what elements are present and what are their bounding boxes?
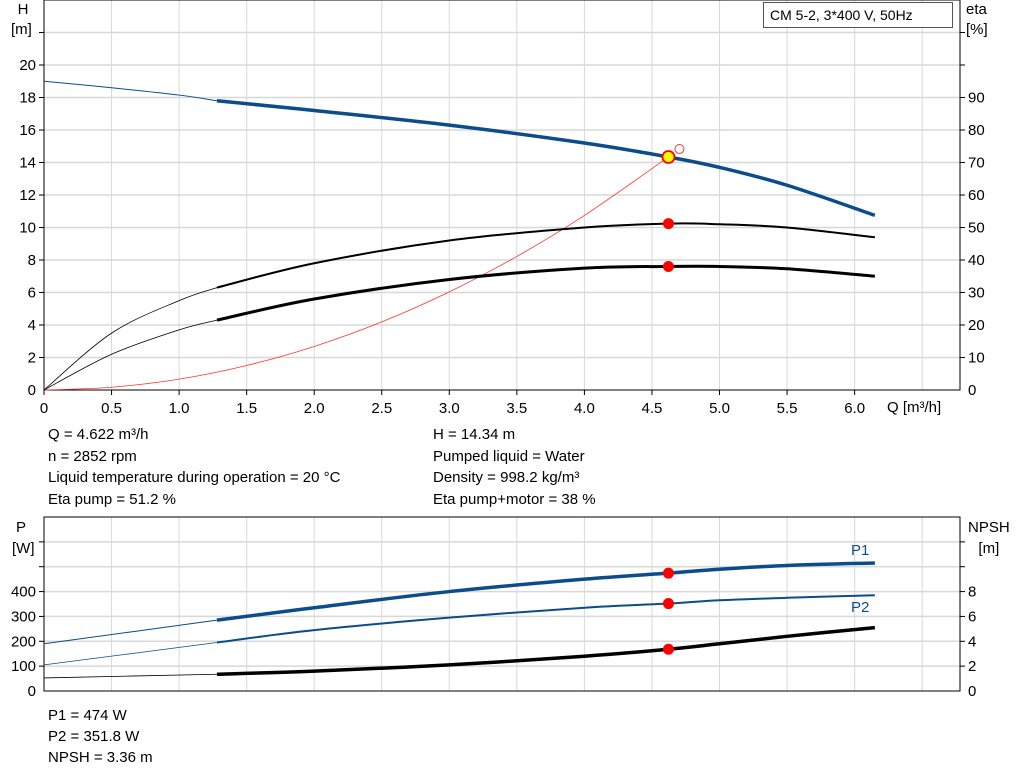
top-left-tick-label: 0: [28, 382, 36, 399]
eta-pump-motor-duty-point: [662, 261, 674, 272]
top-x-tick-label: 4.5: [642, 400, 663, 417]
p1-curve-extrapolated: [43, 619, 217, 645]
bottom-left-tick-label: 300: [11, 608, 36, 625]
top-x-tick-label: 1.0: [169, 400, 190, 417]
p1-duty-point: [662, 567, 674, 579]
bottom-right-tick-label: 0: [968, 683, 976, 700]
top-left-tick-label: 12: [19, 187, 36, 204]
eta-axis-unit: [%]: [966, 21, 988, 38]
top-left-tick-label: 8: [28, 252, 36, 269]
h-axis-name: H: [17, 1, 29, 18]
h-axis-unit: [m]: [11, 21, 32, 38]
p-axis-unit: [W]: [12, 540, 35, 557]
info-eta-pump-motor: Eta pump+motor = 38 %: [433, 490, 596, 508]
bottom-left-tick-label: 100: [11, 658, 36, 675]
top-left-tick-label: 20: [19, 57, 36, 74]
info-liquid-temp: Liquid temperature during operation = 20…: [48, 469, 341, 487]
top-right-tick-label: 20: [968, 317, 985, 334]
bottom-left-tick-label: 0: [28, 683, 36, 700]
top-right-tick-label: 60: [968, 187, 985, 204]
bottom-right-tick-label: 4: [968, 633, 976, 650]
top-right-tick-label: 70: [968, 155, 985, 172]
system-curve: [43, 156, 669, 391]
top-left-tick-label: 16: [19, 122, 36, 139]
h-axis-label: H [m]: [11, 0, 32, 40]
p2-curve-extrapolated: [43, 642, 217, 666]
eta-pump-curve-extrapolated: [43, 287, 218, 391]
npsh-curve-extrapolated: [43, 673, 217, 679]
top-x-tick-label: 5.5: [777, 400, 798, 417]
info-head: H = 14.34 m: [433, 426, 516, 443]
bottom-left-tick-label: 200: [11, 633, 36, 650]
top-right-tick-label: 90: [968, 90, 985, 107]
info-npsh: NPSH = 3.36 m: [48, 749, 153, 766]
top-left-tick-label: 6: [28, 285, 36, 302]
title-box: CM 5-2, 3*400 V, 50Hz: [763, 2, 953, 28]
eta-pump-motor-curve-extrapolated: [43, 319, 218, 391]
p1-curve-label: P1: [851, 542, 870, 559]
info-right: H = 14.34 m Pumped liquid = Water Densit…: [433, 424, 596, 510]
top-x-tick-label: 0: [40, 400, 48, 417]
bottom-plot-frame: [43, 516, 961, 692]
eta-pump-duty-point: [662, 218, 674, 230]
eta-axis-name: eta: [966, 1, 987, 18]
p-axis-name: P: [16, 519, 27, 536]
top-x-tick-label: 2.5: [371, 400, 392, 417]
npsh-axis-unit: [m]: [978, 540, 1000, 557]
bottom-right-tick-label: 2: [968, 658, 976, 675]
npsh-axis-name: NPSH: [968, 519, 1010, 536]
top-plot-frame: [43, 0, 961, 391]
top-x-tick-label: 4.0: [574, 400, 595, 417]
top-x-tick-label: 6.0: [844, 400, 865, 417]
info-liquid: Pumped liquid = Water: [433, 447, 585, 465]
npsh-duty-point: [662, 643, 674, 655]
top-left-tick-label: 14: [19, 155, 36, 172]
info-density: Density = 998.2 kg/m³: [433, 469, 580, 487]
top-x-tick-label: 3.5: [506, 400, 527, 417]
info-speed: n = 2852 rpm: [48, 447, 137, 465]
p2-curve: [216, 594, 875, 644]
top-right-tick-label: 50: [968, 220, 985, 237]
top-right-tick-label: 10: [968, 350, 985, 367]
duty-point-marker-open: [674, 143, 685, 154]
head-curve-extrapolated: [43, 80, 218, 102]
top-right-tick-label: 30: [968, 285, 985, 302]
top-left-tick-label: 10: [19, 220, 36, 237]
bottom-left-tick-label: 400: [11, 584, 36, 601]
top-right-tick-label: 80: [968, 122, 985, 139]
top-left-tick-label: 18: [19, 90, 36, 107]
q-axis-label: Q [m³/h]: [887, 399, 942, 416]
eta-axis-label: eta [%]: [966, 0, 988, 40]
info-flow: Q = 4.622 m³/h: [48, 426, 149, 443]
top-x-tick-label: 5.0: [709, 400, 730, 417]
top-right-tick-label: 40: [968, 252, 985, 269]
top-x-tick-label: 0.5: [101, 400, 122, 417]
info-left: Q = 4.622 m³/h n = 2852 rpm Liquid tempe…: [48, 424, 340, 510]
p-axis-label: P [W]: [12, 517, 35, 559]
top-left-tick-label: 2: [28, 350, 36, 367]
npsh-axis-label: NPSH [m]: [968, 517, 1010, 559]
top-x-tick-label: 2.0: [304, 400, 325, 417]
top-right-tick-label: 0: [968, 382, 976, 399]
p1-curve: [216, 561, 875, 622]
p2-duty-point: [662, 598, 674, 610]
bottom-right-tick-label: 6: [968, 608, 976, 625]
bottom-right-tick-label: 8: [968, 584, 976, 601]
eta-pump-motor-curve: [216, 264, 876, 322]
p2-curve-label: P2: [851, 599, 870, 616]
head-curve: [216, 99, 876, 217]
duty-point: [661, 150, 676, 164]
top-x-tick-label: 1.5: [236, 400, 257, 417]
top-x-tick-label: 3.0: [439, 400, 460, 417]
info-bottom: P1 = 474 W P2 = 351.8 W NPSH = 3.36 m: [48, 705, 153, 768]
info-p2: P2 = 351.8 W: [48, 728, 140, 745]
eta-pump-curve: [216, 222, 875, 289]
info-p1: P1 = 474 W: [48, 707, 127, 724]
npsh-curve: [216, 625, 876, 676]
info-eta-pump: Eta pump = 51.2 %: [48, 490, 176, 508]
top-left-tick-label: 4: [28, 317, 36, 334]
